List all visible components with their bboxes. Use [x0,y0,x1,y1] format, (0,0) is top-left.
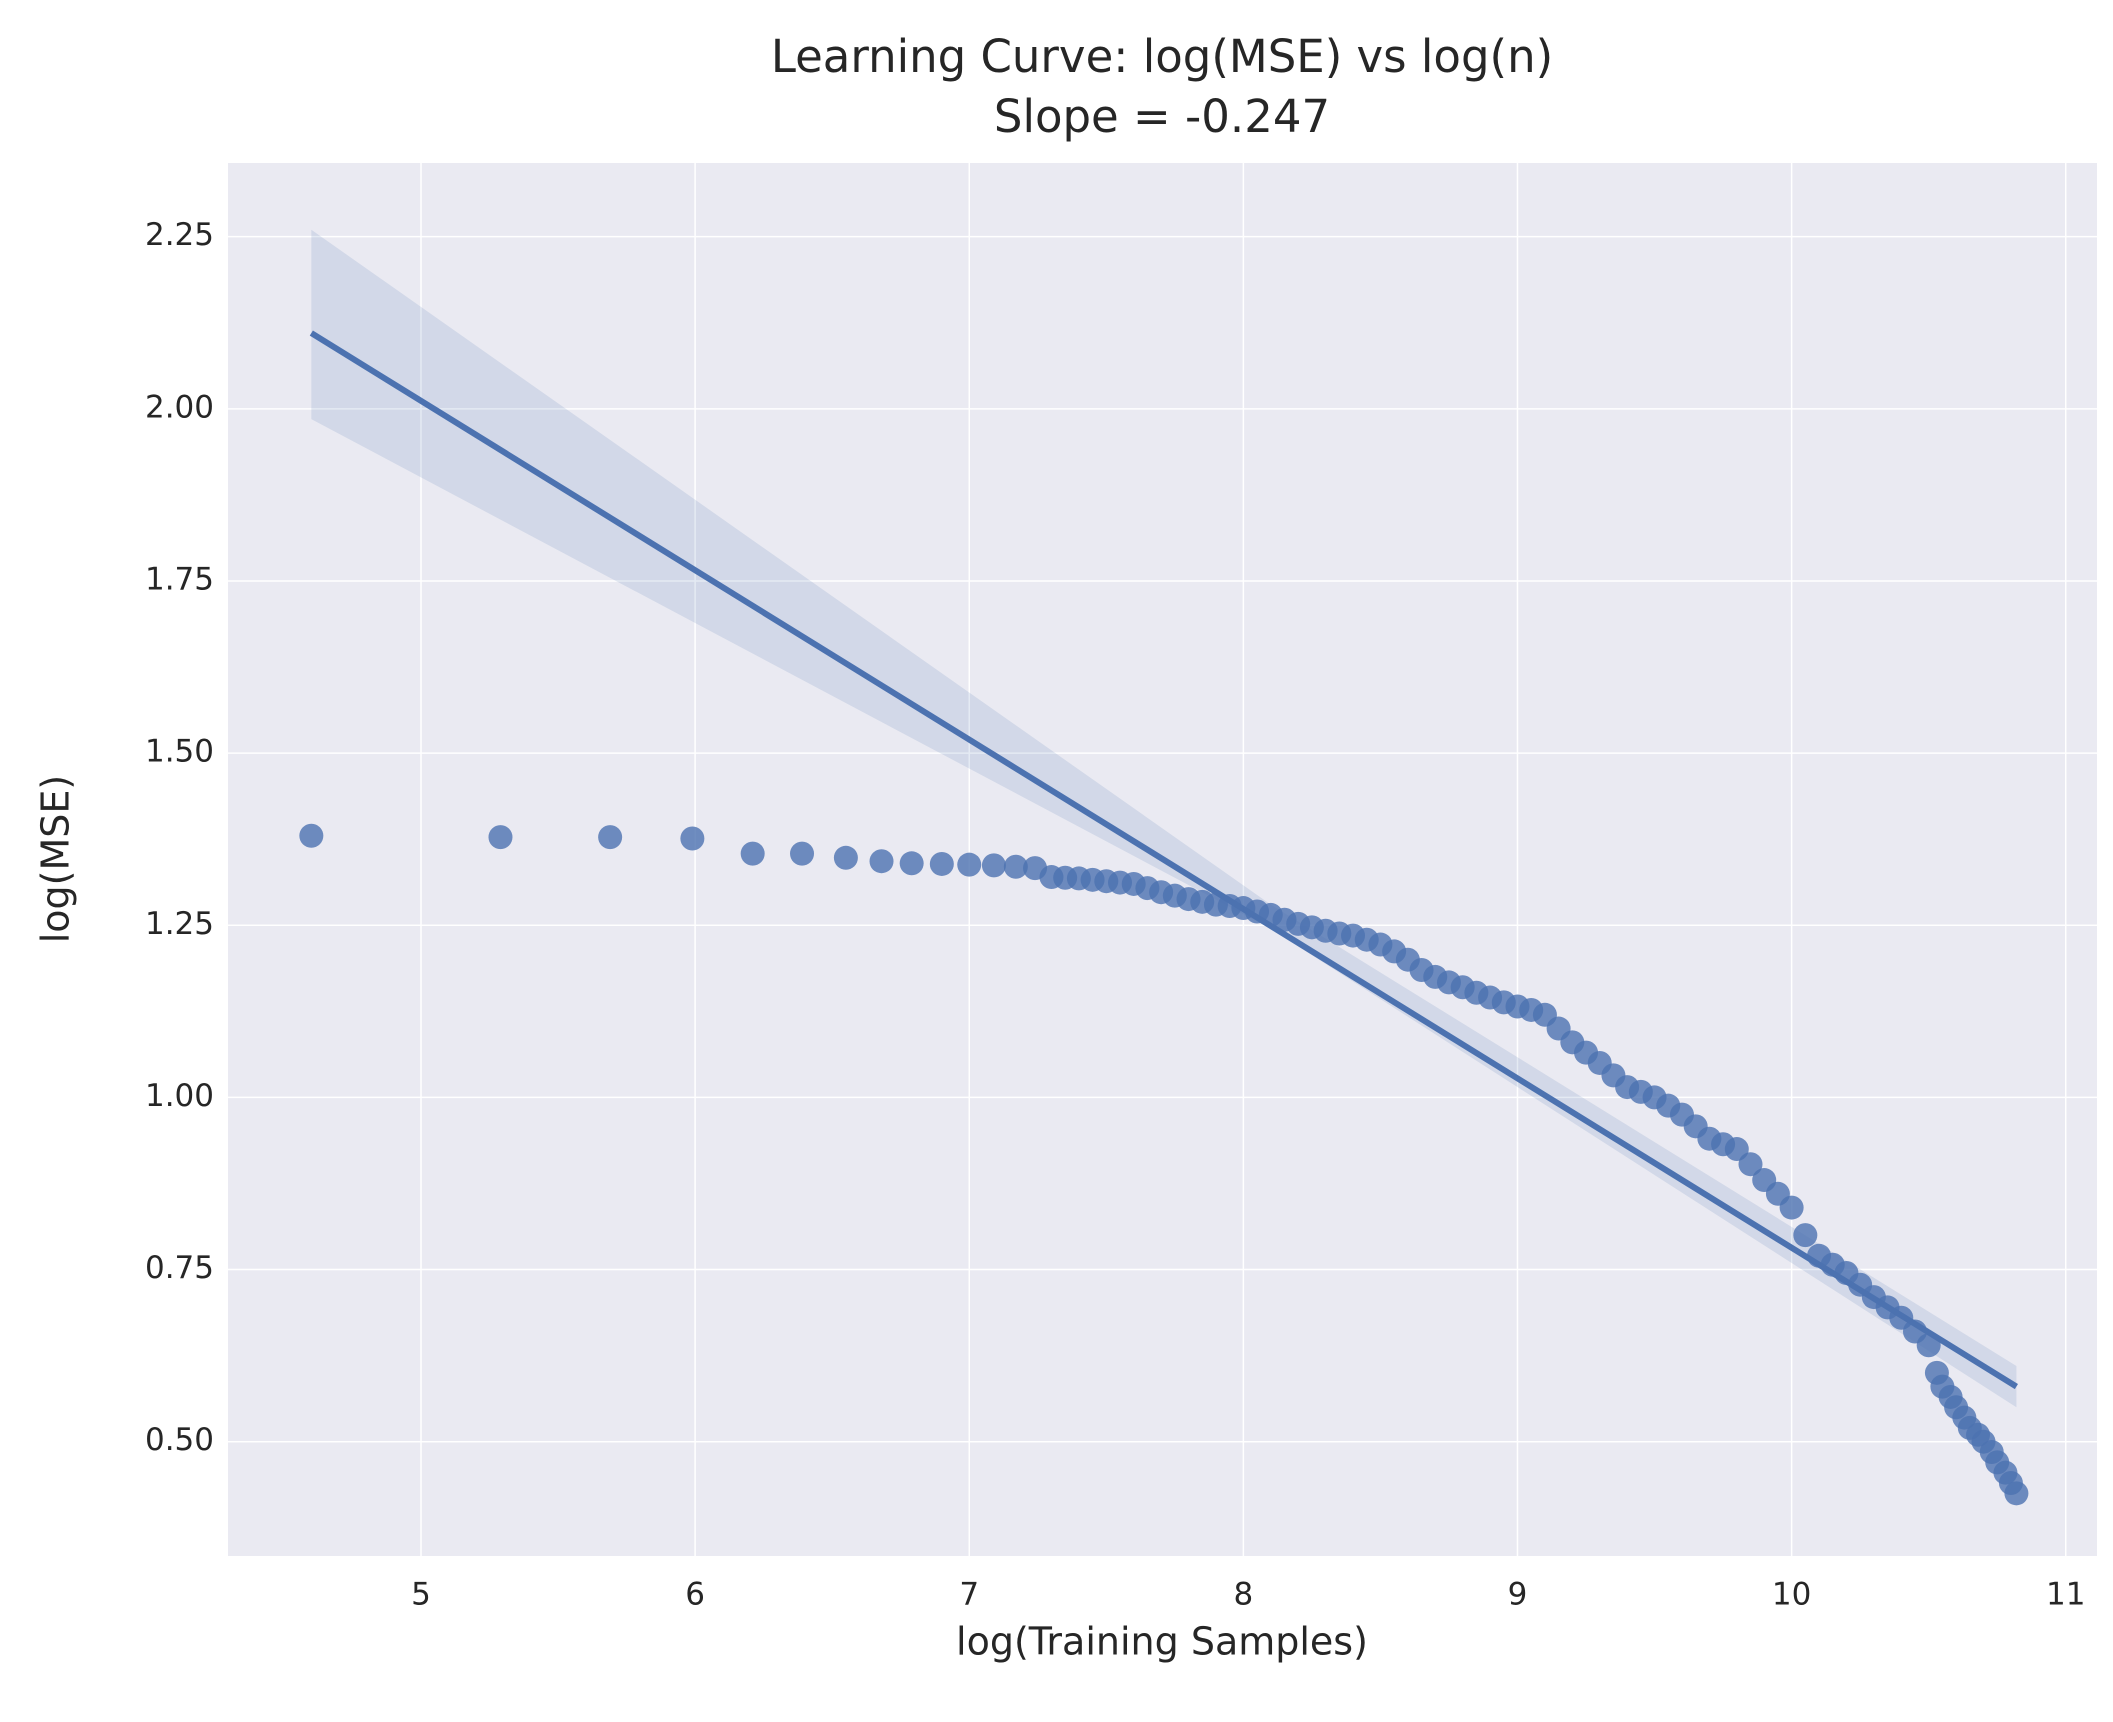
x-tick-label: 8 [1234,1577,1254,1613]
x-tick-label: 10 [1772,1577,1811,1613]
chart-title: Learning Curve: log(MSE) vs log(n) [771,30,1553,83]
scatter-point [2004,1481,2029,1506]
scatter-point [957,852,982,877]
scatter-point [598,825,623,850]
scatter-point [981,853,1006,878]
scatter-point [790,841,815,866]
scatter-point [1003,854,1028,879]
x-tick-label: 9 [1508,1577,1528,1613]
y-tick-label: 1.50 [145,734,214,770]
regression-line [309,330,2018,1390]
scatter-point [488,825,513,850]
y-tick-label: 1.00 [145,1078,214,1114]
scatter-point [1793,1223,1818,1248]
y-tick-label: 1.75 [145,561,214,597]
scatter-point [833,845,858,870]
scatter-point [299,823,324,848]
y-tick-label: 2.00 [145,389,214,425]
scatter-point [929,851,954,876]
scatter-point [1738,1152,1763,1177]
scatter-point [1779,1195,1804,1220]
y-tick-label: 0.50 [145,1422,214,1458]
scatter-point [899,851,924,876]
scatter-point [740,841,765,866]
y-tick-label: 1.25 [145,906,214,942]
scatter-point [680,826,705,851]
scatter-point [869,849,894,874]
y-tick-label: 2.25 [145,217,214,253]
x-tick-label: 5 [411,1577,431,1613]
x-axis-label: log(Training Samples) [956,1620,1368,1664]
chart-subtitle: Slope = -0.247 [994,90,1330,143]
x-tick-label: 6 [685,1577,705,1613]
confidence-band [311,229,2017,1408]
x-tick-label: 7 [959,1577,979,1613]
y-tick-label: 0.75 [145,1250,214,1286]
x-tick-label: 11 [2046,1577,2085,1613]
y-axis-label: log(MSE) [34,775,78,944]
